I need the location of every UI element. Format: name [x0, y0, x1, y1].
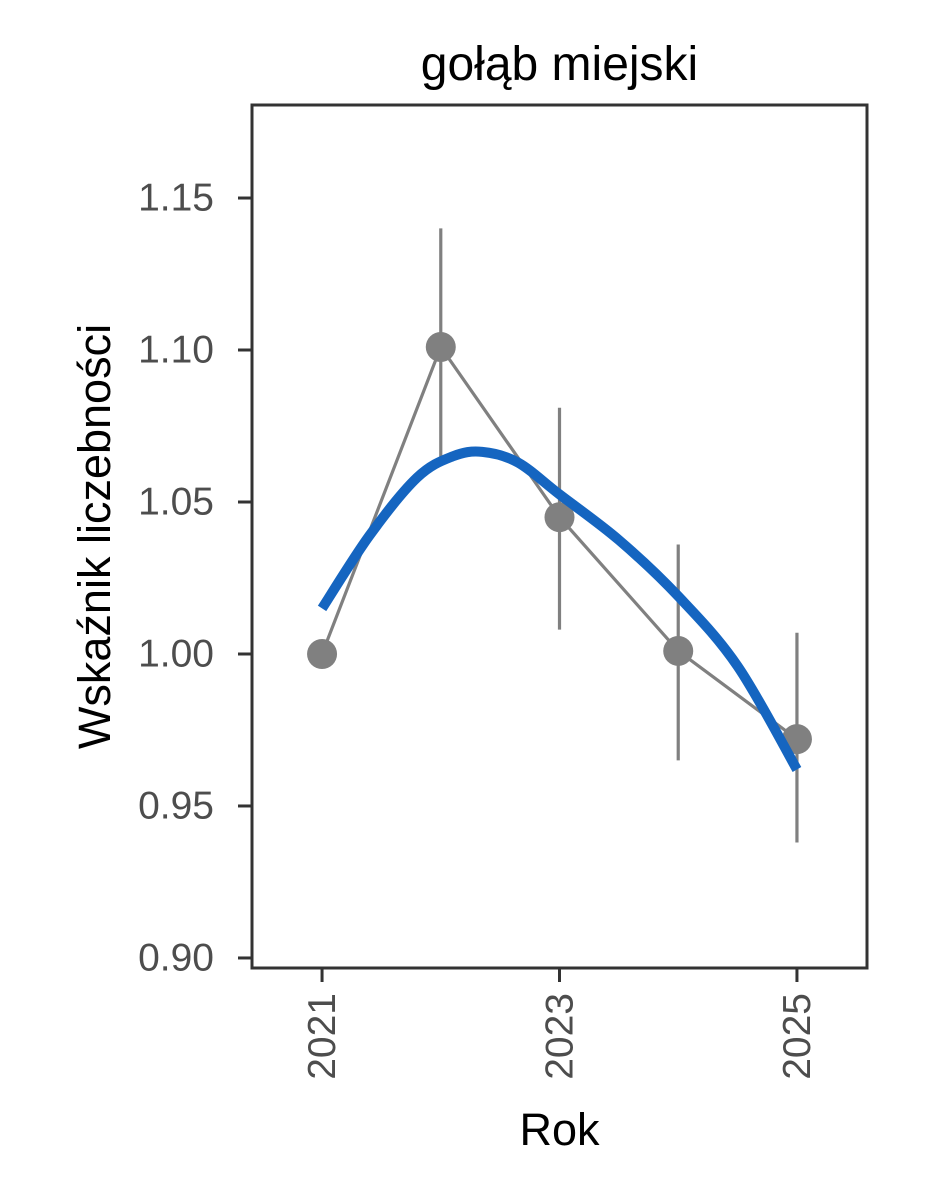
- x-axis-label: Rok: [519, 1104, 600, 1155]
- x-tick-label: 2025: [776, 993, 819, 1080]
- x-tick-label: 2021: [301, 993, 344, 1080]
- smooth-curve: [317, 446, 802, 772]
- chart-title: gołąb miejski: [421, 38, 698, 91]
- y-tick-label: 1.05: [138, 480, 214, 523]
- data-point: [663, 635, 694, 666]
- data-point: [425, 331, 456, 362]
- x-tick-label: 2023: [539, 993, 582, 1080]
- y-tick-label: 0.95: [138, 784, 214, 827]
- y-tick-label: 0.90: [138, 936, 214, 979]
- data-point: [544, 502, 575, 533]
- y-tick-label: 1.00: [138, 632, 214, 675]
- y-axis-label: Wskaźnik liczebności: [69, 324, 120, 749]
- y-tick-label: 1.10: [138, 329, 214, 372]
- y-tick-label: 1.15: [138, 177, 214, 220]
- data-point: [307, 638, 338, 669]
